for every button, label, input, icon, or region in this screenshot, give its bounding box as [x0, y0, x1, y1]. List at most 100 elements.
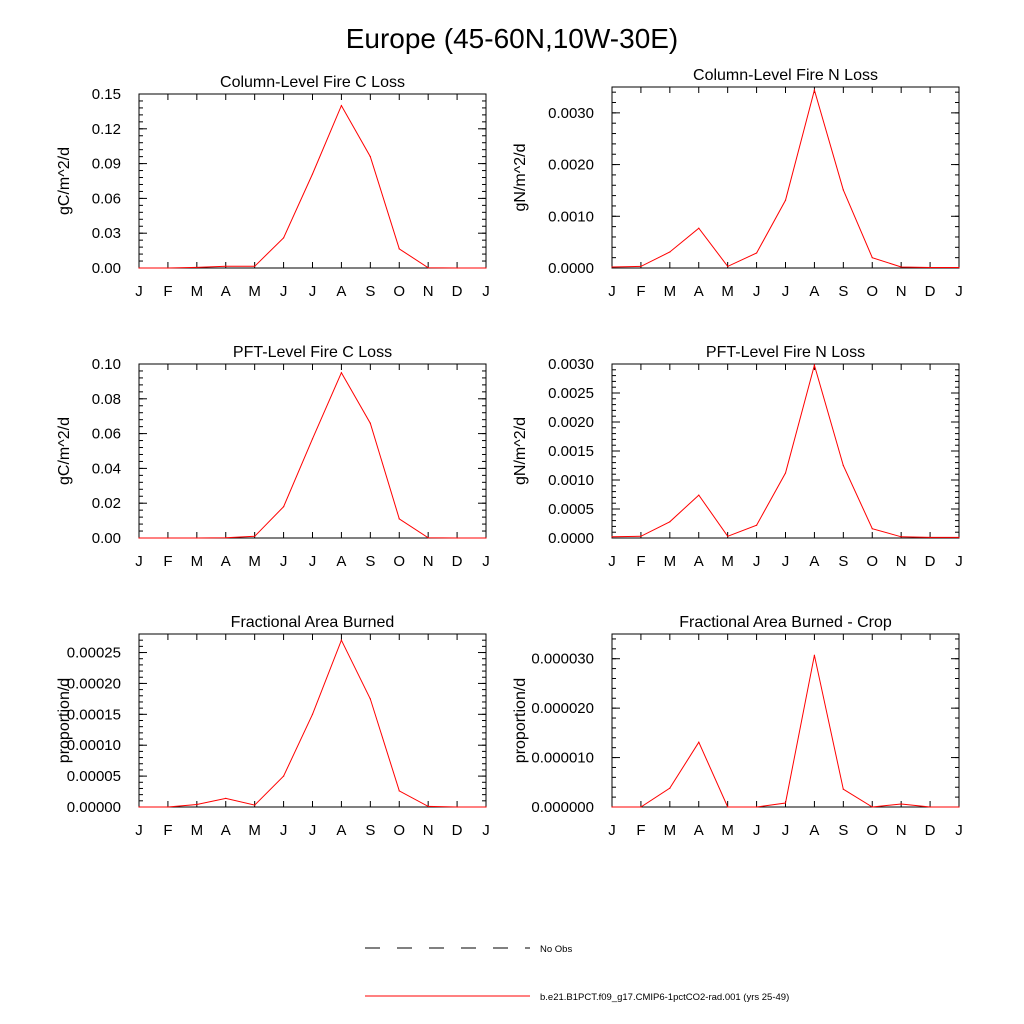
- x-tick-label: A: [694, 553, 704, 570]
- data-point: [669, 521, 671, 523]
- panel-title: PFT-Level Fire C Loss: [233, 344, 392, 361]
- y-tick-label: 0.0000: [548, 530, 594, 547]
- y-tick-label: 0.000000: [531, 799, 594, 816]
- y-tick-label: 0.0010: [548, 472, 594, 489]
- data-point: [958, 536, 960, 539]
- x-tick-label: M: [248, 283, 261, 300]
- data-point: [784, 802, 787, 804]
- x-tick-label: O: [866, 553, 878, 570]
- x-tick-label: J: [280, 553, 288, 570]
- data-point: [398, 248, 400, 250]
- data-point: [929, 536, 931, 539]
- data-point: [900, 803, 902, 805]
- x-tick-label: J: [280, 822, 288, 839]
- data-point: [369, 422, 371, 424]
- x-tick-label: N: [423, 283, 434, 300]
- data-point: [427, 805, 429, 807]
- data-point: [282, 506, 285, 508]
- plot-frame: [138, 633, 487, 808]
- y-tick-label: 0.0020: [548, 414, 594, 431]
- y-tick-label: 0.04: [92, 460, 121, 477]
- y-tick-label: 0.0030: [548, 356, 594, 373]
- y-tick-label: 0.06: [92, 426, 121, 443]
- x-tick-label: D: [452, 822, 463, 839]
- x-tick-label: M: [721, 553, 734, 570]
- data-point: [929, 266, 931, 269]
- series-line: [139, 371, 486, 539]
- page-title: Europe (45-60N,10W-30E): [346, 23, 679, 54]
- data-point: [727, 535, 729, 537]
- panel-title: Column-Level Fire C Loss: [220, 74, 405, 91]
- x-tick-label: J: [309, 283, 317, 300]
- y-tick-label: 0.08: [92, 391, 121, 408]
- data-point: [138, 537, 140, 539]
- data-point: [196, 266, 198, 269]
- x-tick-label: M: [664, 822, 677, 839]
- x-tick-label: J: [608, 283, 616, 300]
- x-tick-label: S: [838, 283, 848, 300]
- x-tick-label: M: [191, 822, 204, 839]
- y-tick-label: 0.03: [92, 225, 121, 242]
- x-tick-label: J: [753, 283, 761, 300]
- x-tick-label: O: [393, 822, 405, 839]
- x-tick-label: S: [365, 283, 375, 300]
- y-tick-label: 0.00: [92, 530, 121, 547]
- x-tick-label: A: [694, 822, 704, 839]
- data-point: [456, 806, 458, 808]
- data-point: [485, 537, 487, 539]
- y-tick-label: 0.0010: [548, 208, 594, 225]
- x-tick-label: J: [782, 553, 790, 570]
- data-point: [254, 804, 256, 806]
- data-point: [167, 806, 169, 808]
- x-tick-label: M: [664, 553, 677, 570]
- y-tick-label: 0.0025: [548, 385, 594, 402]
- plot-frame: [138, 363, 487, 539]
- data-point: [456, 537, 458, 539]
- x-tick-label: J: [955, 822, 963, 839]
- x-tick-label: N: [896, 822, 907, 839]
- data-point: [842, 464, 844, 467]
- data-point: [167, 267, 169, 269]
- x-tick-label: M: [248, 553, 261, 570]
- y-tick-label: 0.00020: [67, 675, 121, 692]
- x-tick-label: M: [721, 822, 734, 839]
- data-point: [254, 535, 256, 537]
- data-point: [842, 189, 844, 191]
- x-tick-label: A: [221, 283, 231, 300]
- x-tick-label: O: [393, 283, 405, 300]
- x-tick-label: J: [753, 553, 761, 570]
- x-tick-label: J: [135, 822, 143, 839]
- data-point: [427, 267, 429, 269]
- series-line: [612, 655, 959, 808]
- y-tick-label: 0.000030: [531, 651, 594, 668]
- x-tick-label: N: [896, 283, 907, 300]
- x-tick-label: F: [163, 283, 172, 300]
- y-tick-label: 0.06: [92, 190, 121, 207]
- data-point: [900, 266, 902, 268]
- data-point: [340, 372, 343, 374]
- y-tick-label: 0.0000: [548, 260, 594, 277]
- y-axis-label: proportion/d: [56, 678, 73, 763]
- x-tick-label: J: [955, 553, 963, 570]
- data-point: [871, 257, 873, 259]
- x-tick-label: A: [694, 283, 704, 300]
- data-point: [698, 227, 700, 229]
- x-tick-label: O: [393, 553, 405, 570]
- data-point: [254, 265, 256, 267]
- data-point: [485, 806, 487, 808]
- data-point: [842, 788, 844, 790]
- y-axis-label: gN/m^2/d: [512, 417, 529, 485]
- plot-frame: [611, 86, 960, 269]
- y-tick-label: 0.02: [92, 495, 121, 512]
- plot-frame: [611, 363, 960, 539]
- x-tick-label: J: [309, 553, 317, 570]
- data-point: [698, 741, 700, 743]
- y-tick-label: 0.00005: [67, 768, 121, 785]
- data-point: [340, 639, 343, 641]
- x-tick-label: A: [809, 283, 819, 300]
